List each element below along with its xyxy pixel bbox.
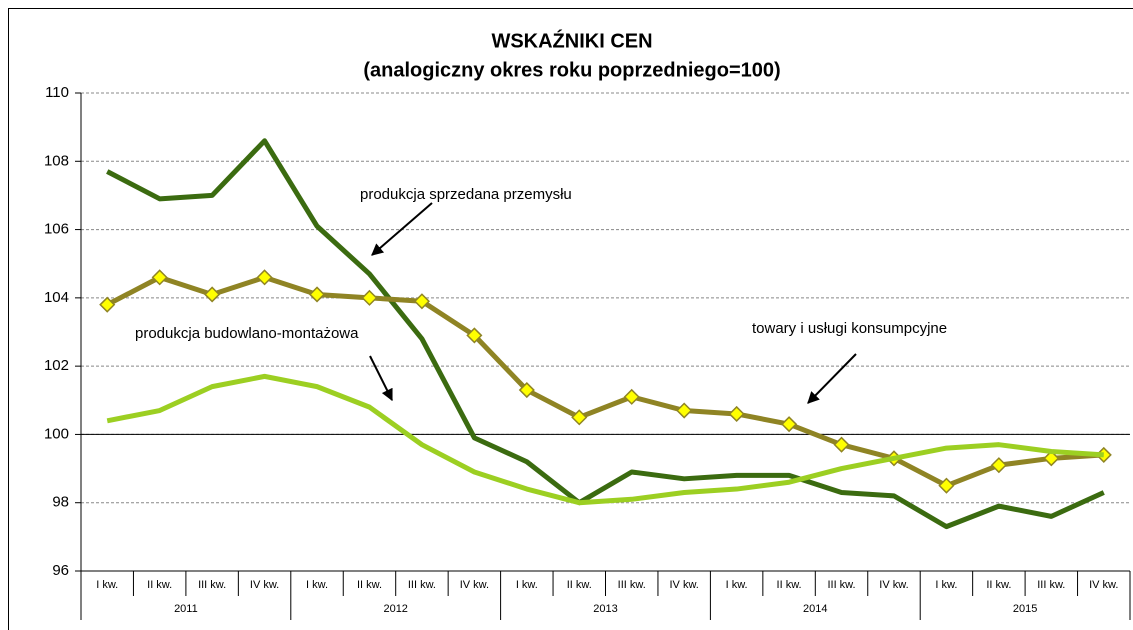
series-marker bbox=[728, 405, 745, 423]
series-label: produkcja budowlano-montażowa bbox=[135, 325, 359, 342]
x-tick-label: IV kw. bbox=[460, 579, 489, 591]
x-tick-label: III kw. bbox=[1037, 579, 1065, 591]
series-marker bbox=[623, 388, 640, 405]
series-marker bbox=[781, 416, 798, 433]
series-marker bbox=[518, 381, 535, 399]
series-marker bbox=[308, 286, 326, 303]
annotation-arrow bbox=[369, 355, 393, 402]
series-label: towary i usługi konsumpcyjne bbox=[752, 320, 947, 337]
x-tick-label: I kw. bbox=[96, 579, 118, 591]
x-tick-label: I kw. bbox=[306, 579, 328, 591]
annotation-arrow bbox=[371, 202, 433, 256]
series-marker bbox=[676, 402, 693, 419]
x-tick-label: II kw. bbox=[986, 579, 1011, 591]
x-tick-label: III kw. bbox=[618, 579, 646, 591]
chart-title: WSKAŹNIKI CEN bbox=[491, 29, 652, 52]
y-tick-label: 102 bbox=[44, 357, 69, 374]
series-marker bbox=[151, 269, 168, 286]
x-tick-label: III kw. bbox=[198, 579, 226, 591]
y-tick-label: 98 bbox=[52, 494, 69, 511]
x-tick-label: IV kw. bbox=[250, 579, 279, 591]
y-tick-label: 100 bbox=[44, 425, 69, 442]
series-line bbox=[106, 274, 1104, 489]
series-marker bbox=[990, 457, 1007, 474]
chart-frame bbox=[8, 8, 1133, 630]
series-marker bbox=[361, 289, 378, 306]
series-marker bbox=[99, 296, 116, 313]
series-label: produkcja sprzedana przemysłu bbox=[360, 186, 572, 203]
series-marker bbox=[413, 293, 430, 310]
series-marker bbox=[938, 477, 955, 494]
y-tick-label: 108 bbox=[44, 152, 69, 169]
x-group-label: 2013 bbox=[593, 603, 617, 615]
y-tick-label: 110 bbox=[45, 84, 69, 101]
series-marker bbox=[571, 409, 588, 426]
x-tick-label: III kw. bbox=[827, 579, 855, 591]
series-marker bbox=[256, 269, 273, 286]
x-tick-label: IV kw. bbox=[1089, 579, 1118, 591]
y-tick-label: 104 bbox=[44, 289, 69, 306]
x-tick-label: II kw. bbox=[147, 579, 172, 591]
x-tick-label: I kw. bbox=[516, 579, 538, 591]
x-tick-label: I kw. bbox=[726, 579, 748, 591]
y-tick-label: 106 bbox=[44, 221, 69, 238]
x-tick-label: I kw. bbox=[935, 579, 957, 591]
x-group-label: 2011 bbox=[174, 603, 198, 615]
y-tick-label: 96 bbox=[52, 562, 69, 579]
x-tick-label: II kw. bbox=[567, 579, 592, 591]
x-tick-label: III kw. bbox=[408, 579, 436, 591]
x-group-label: 2015 bbox=[1013, 603, 1037, 615]
x-tick-label: II kw. bbox=[357, 579, 382, 591]
annotation-arrow bbox=[807, 353, 857, 404]
x-group-label: 2012 bbox=[383, 603, 407, 615]
series-marker bbox=[1043, 450, 1060, 467]
series-marker bbox=[204, 286, 221, 303]
series-marker bbox=[466, 327, 483, 344]
x-group-label: 2014 bbox=[803, 603, 827, 615]
x-tick-label: IV kw. bbox=[670, 579, 699, 591]
chart-subtitle: (analogiczny okres roku poprzedniego=100… bbox=[363, 59, 780, 81]
x-tick-label: IV kw. bbox=[879, 579, 908, 591]
series-line bbox=[106, 138, 1105, 530]
series-line bbox=[106, 373, 1104, 506]
x-tick-label: II kw. bbox=[777, 579, 802, 591]
series-marker bbox=[833, 436, 850, 453]
